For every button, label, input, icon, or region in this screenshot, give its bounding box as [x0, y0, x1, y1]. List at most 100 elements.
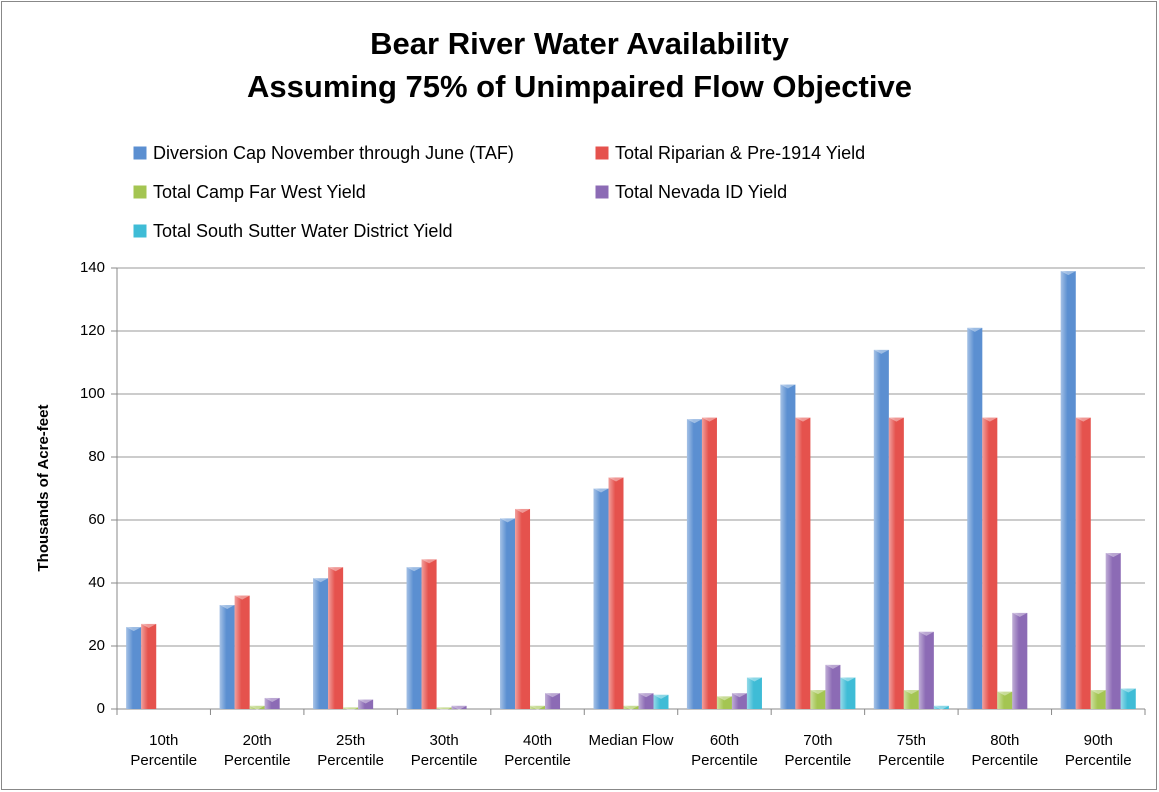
bar	[436, 707, 452, 712]
x-tick-label: 80th Percentile	[971, 732, 1039, 769]
bar-shine	[746, 677, 762, 709]
bar-cap	[1120, 688, 1136, 693]
x-tick-label: Median Flow	[588, 732, 674, 749]
bar	[825, 664, 841, 709]
y-tick-label: 40	[88, 574, 105, 591]
x-tick-label: 60th Percentile	[691, 732, 758, 769]
y-tick-label: 60	[88, 511, 105, 528]
bar	[997, 691, 1013, 709]
bar-shine	[593, 488, 609, 709]
bar-shine	[545, 693, 561, 709]
bar-cap	[593, 488, 609, 493]
bar-cap	[328, 567, 344, 572]
bar-cap	[982, 417, 998, 422]
bar	[343, 707, 359, 712]
x-tick-label: 90th Percentile	[1064, 732, 1132, 769]
bar-cap	[141, 623, 157, 628]
bar-cap	[967, 327, 983, 332]
bar-shine	[530, 705, 546, 709]
bar-cap	[780, 384, 796, 389]
bar	[141, 623, 157, 709]
bar-shine	[234, 595, 250, 709]
y-tick-label: 100	[80, 385, 105, 402]
bar-shine	[888, 417, 904, 709]
bar	[264, 697, 280, 709]
x-tick-label: 20th Percentile	[223, 732, 291, 769]
bar-cap	[686, 419, 702, 424]
bar-cap	[608, 477, 624, 482]
bar	[780, 384, 796, 709]
bar-shine	[313, 578, 329, 709]
bar-shine	[406, 567, 422, 709]
x-tick-label: 25th Percentile	[317, 732, 384, 769]
bar-shine	[903, 690, 919, 709]
bar-cap	[840, 677, 856, 682]
bar-cap	[421, 559, 437, 564]
chart-subtitle: Assuming 75% of Unimpaired Flow Objectiv…	[247, 69, 912, 104]
bar-shine	[1120, 688, 1136, 709]
chart-title: Bear River Water Availability	[370, 26, 789, 61]
bar-cap	[500, 518, 516, 523]
bar-cap	[746, 677, 762, 682]
bar-cap	[873, 349, 889, 354]
bar-shine	[1075, 417, 1091, 709]
bar-cap	[436, 707, 452, 712]
bar	[795, 417, 811, 709]
bar-cap	[406, 567, 422, 572]
bar-cap	[918, 631, 934, 636]
x-tick-label: 10th Percentile	[130, 732, 198, 769]
bar-shine	[126, 627, 142, 709]
bar	[903, 690, 919, 709]
bar-shine	[451, 705, 467, 709]
bar-shine	[328, 567, 344, 709]
bar-shine	[343, 707, 359, 709]
bar	[716, 696, 732, 709]
bar-shine	[997, 691, 1013, 709]
legend-swatch	[132, 145, 148, 161]
y-tick-label: 140	[80, 259, 105, 276]
y-tick-label: 20	[88, 637, 105, 654]
y-axis-label: Thousands of Acre-feet	[35, 405, 52, 572]
bar-cap	[716, 696, 732, 701]
legend-label: Total Nevada ID Yield	[615, 182, 787, 202]
bar	[840, 677, 856, 709]
x-tick-label: 30th Percentile	[410, 732, 478, 769]
bar	[918, 631, 934, 709]
bar-shine	[810, 690, 826, 709]
bar	[608, 477, 624, 709]
bar-cap	[219, 605, 235, 610]
bar-cap	[933, 705, 949, 710]
bar	[888, 417, 904, 709]
bar-cap	[545, 693, 561, 698]
bar-shine	[1060, 271, 1076, 709]
bar-shine	[716, 696, 732, 709]
bar-shine	[623, 705, 639, 709]
bar-shine	[219, 605, 235, 709]
bar	[731, 693, 747, 709]
x-tick-label: 70th Percentile	[784, 732, 852, 769]
bar	[653, 694, 669, 709]
bar	[421, 559, 437, 709]
bar-cap	[515, 508, 531, 513]
x-tick-label: 40th Percentile	[504, 732, 571, 769]
legend-label: Total Riparian & Pre-1914 Yield	[615, 143, 865, 163]
bar-shine	[795, 417, 811, 709]
bar-cap	[1075, 417, 1091, 422]
bar-cap	[653, 694, 669, 699]
bar-cap	[313, 578, 329, 583]
bar	[313, 578, 329, 709]
bar-cap	[825, 664, 841, 669]
bar-shine	[249, 705, 265, 709]
bar	[545, 693, 561, 709]
bar-shine	[436, 707, 452, 709]
bar	[500, 518, 516, 709]
bar-shine	[1105, 553, 1121, 709]
bar	[967, 327, 983, 709]
bar-cap	[234, 595, 250, 600]
bar-shine	[873, 349, 889, 709]
bar-shine	[515, 508, 531, 709]
bar-shine	[686, 419, 702, 709]
bar	[873, 349, 889, 709]
bar-shine	[825, 664, 841, 709]
